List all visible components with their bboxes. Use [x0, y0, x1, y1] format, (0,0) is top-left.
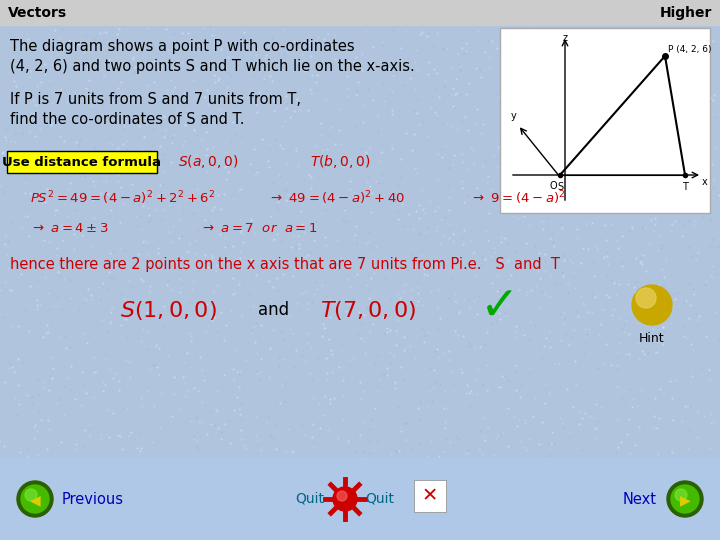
Text: and: and: [258, 301, 289, 319]
Text: P (4, 2, 6): P (4, 2, 6): [668, 45, 711, 54]
Text: Hint: Hint: [639, 332, 665, 345]
Circle shape: [675, 489, 687, 501]
Text: $\rightarrow\ a = 7\ \ or\ \ a = 1$: $\rightarrow\ a = 7\ \ or\ \ a = 1$: [200, 221, 318, 234]
Text: Use distance formula: Use distance formula: [2, 156, 161, 168]
Text: O: O: [549, 181, 557, 191]
FancyBboxPatch shape: [7, 151, 157, 173]
Text: $\rightarrow\ 9 = (4-a)^2$: $\rightarrow\ 9 = (4-a)^2$: [470, 189, 565, 207]
Circle shape: [632, 285, 672, 325]
Text: ✕: ✕: [422, 487, 438, 505]
FancyBboxPatch shape: [414, 480, 446, 512]
Circle shape: [333, 487, 357, 511]
Circle shape: [636, 288, 656, 308]
Circle shape: [25, 489, 37, 501]
Text: Previous: Previous: [62, 491, 124, 507]
Text: $T(b, 0, 0)$: $T(b, 0, 0)$: [310, 153, 371, 171]
Text: find the co-ordinates of S and T.: find the co-ordinates of S and T.: [10, 112, 245, 127]
Text: Quit: Quit: [365, 492, 394, 506]
Circle shape: [337, 491, 347, 501]
Text: $S(a, 0, 0)$: $S(a, 0, 0)$: [178, 153, 239, 171]
Text: z: z: [562, 33, 567, 43]
FancyBboxPatch shape: [0, 458, 720, 540]
Text: y: y: [511, 111, 517, 121]
Text: (4, 2, 6) and two points S and T which lie on the x-axis.: (4, 2, 6) and two points S and T which l…: [10, 58, 415, 73]
FancyBboxPatch shape: [0, 0, 720, 26]
Text: Vectors: Vectors: [8, 6, 67, 20]
Text: T: T: [682, 182, 688, 192]
Text: x: x: [702, 177, 708, 187]
Text: $\rightarrow\ 49 = (4-a)^2 + 40$: $\rightarrow\ 49 = (4-a)^2 + 40$: [268, 189, 405, 207]
Text: S: S: [557, 182, 563, 192]
Text: ◀: ◀: [30, 493, 40, 507]
Text: $S(1, 0, 0)$: $S(1, 0, 0)$: [120, 299, 217, 321]
Text: ✓: ✓: [480, 286, 520, 330]
Text: hence there are 2 points on the x axis that are 7 units from Pi.e.   S  and  T: hence there are 2 points on the x axis t…: [10, 258, 560, 273]
Circle shape: [671, 485, 699, 513]
Text: $\rightarrow\ a = 4 \pm 3$: $\rightarrow\ a = 4 \pm 3$: [30, 221, 109, 234]
Text: $T(7, 0, 0)$: $T(7, 0, 0)$: [320, 299, 416, 321]
Circle shape: [17, 481, 53, 517]
Text: Higher: Higher: [660, 6, 712, 20]
Text: If P is 7 units from S and 7 units from T,: If P is 7 units from S and 7 units from …: [10, 92, 301, 107]
Text: ▶: ▶: [680, 493, 690, 507]
Text: Next: Next: [623, 491, 657, 507]
Text: $PS^2 = 49 = (4-a)^2 + 2^2 + 6^2$: $PS^2 = 49 = (4-a)^2 + 2^2 + 6^2$: [30, 189, 215, 207]
Circle shape: [667, 481, 703, 517]
Circle shape: [21, 485, 49, 513]
FancyBboxPatch shape: [500, 28, 710, 213]
Text: Quit: Quit: [295, 492, 324, 506]
Text: The diagram shows a point P with co-ordinates: The diagram shows a point P with co-ordi…: [10, 38, 355, 53]
